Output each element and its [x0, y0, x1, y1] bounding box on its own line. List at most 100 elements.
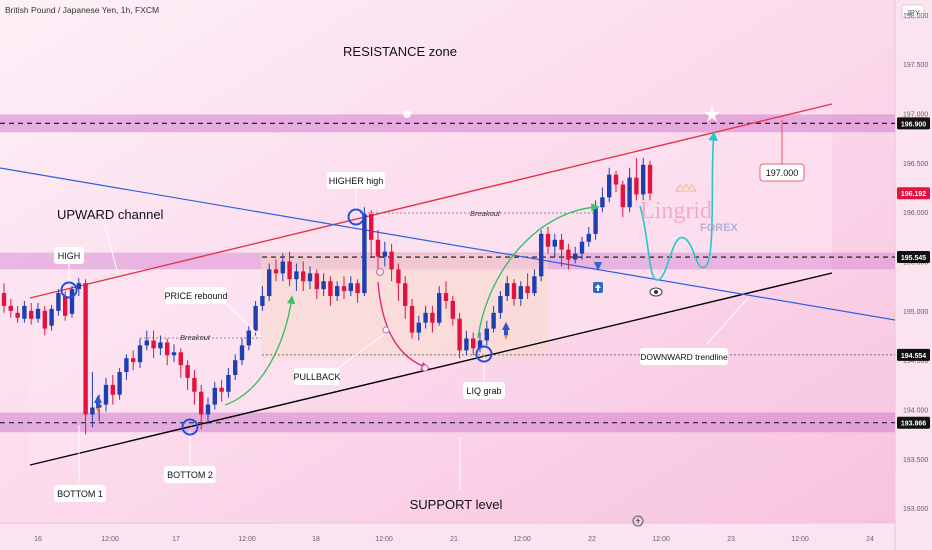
candle-body: [607, 174, 612, 198]
candle-body: [253, 305, 258, 331]
currency-badge[interactable]: JPY: [901, 4, 925, 19]
flower-icon: [403, 110, 411, 118]
price-tag-p196900: [897, 117, 930, 130]
candle-body: [559, 239, 564, 250]
y-tick-label: 197.500: [903, 62, 928, 69]
symbol-title[interactable]: British Pound / Japanese Yen, 1h, FXCM: [5, 5, 159, 15]
label-target-text: 197.000: [766, 168, 799, 178]
candle-body: [239, 345, 245, 361]
higherhigh-circle: [347, 208, 365, 226]
candle-body: [144, 340, 149, 346]
price-tag-text-p194554: 194.554: [901, 353, 926, 360]
label-downward-trendline-text: DOWNWARD trendline: [640, 352, 728, 362]
candle-body: [396, 269, 401, 284]
candle-body: [1, 293, 7, 306]
x-tick-label: 17: [172, 536, 180, 543]
candle-body: [341, 286, 347, 292]
candle-body: [192, 377, 197, 392]
star-icon: [704, 106, 720, 122]
candle-body: [430, 312, 435, 323]
candle-body: [233, 360, 238, 375]
candle-body: [246, 330, 251, 346]
candle-body: [321, 281, 326, 290]
candle-body: [409, 305, 415, 333]
candle-body: [185, 365, 190, 378]
candle-body: [525, 286, 530, 294]
candle-body: [83, 283, 88, 415]
resistance-zone-label: RESISTANCE zone: [343, 44, 457, 59]
x-tick-label: 12:00: [791, 536, 809, 543]
crown-icon: [675, 183, 697, 192]
candle-body: [56, 293, 61, 311]
candle-body: [294, 271, 299, 280]
label-high: HIGH: [54, 247, 84, 264]
price-tag-text-p196192: 196.192: [901, 191, 926, 198]
breakout-label-2: Breakout: [470, 209, 501, 218]
candle-body: [273, 269, 279, 274]
candle-body: [613, 174, 619, 185]
dot-icon-2: [421, 364, 429, 372]
candle-body: [382, 251, 387, 257]
candle-body: [35, 308, 41, 319]
x-tick-label: 18: [312, 536, 320, 543]
candle-body: [593, 207, 598, 234]
x-tick-label: 23: [727, 536, 735, 543]
candle-body: [464, 338, 469, 351]
price-axis-background: [895, 0, 932, 550]
y-tick-label: 194.500: [903, 358, 928, 365]
levels-layer: [0, 122, 895, 424]
candle-body: [573, 253, 578, 260]
dot-icon-1: [376, 268, 384, 276]
rocket-flame-2: [504, 335, 508, 340]
downtrend-pointer: [705, 297, 749, 346]
zone-support: [0, 412, 895, 433]
candle-body: [165, 342, 170, 356]
label-bottom2-text: BOTTOM 2: [167, 470, 213, 480]
candle-body: [518, 286, 523, 299]
candle-body: [124, 358, 129, 373]
candle-body: [634, 177, 639, 195]
candle-body: [131, 358, 136, 363]
rocket-flame-1: [96, 408, 100, 413]
candle-body: [287, 261, 292, 280]
candle-body: [110, 384, 115, 395]
candles-layer: [1, 157, 653, 435]
pullback-arrow: [377, 281, 430, 370]
label-liq-grab: LIQ grab: [463, 382, 505, 399]
candle-body: [416, 322, 421, 333]
time-axis[interactable]: 16 12:00 17 12:00 18 12:00 21 12:00 22 12:00 23 12:…: [34, 536, 874, 543]
label-pullback: PULLBACK: [293, 368, 341, 385]
candle-body: [620, 184, 625, 208]
rocket-icon-1: [94, 395, 102, 408]
pullback-dot-icon: [382, 326, 390, 334]
candle-body: [49, 308, 54, 326]
price-tag-text-p195545: 195.545: [901, 255, 926, 262]
candle-body: [226, 374, 231, 392]
candle-body: [403, 283, 408, 306]
price-tags: 196.900 196.192 195.545 194.554 193.866: [897, 117, 930, 429]
channel-label-pointer: [104, 225, 119, 275]
candle-body: [63, 296, 68, 316]
y-tick-label: 195.000: [903, 309, 928, 316]
y-tick-label: 193.500: [903, 457, 928, 464]
label-pullback-text: PULLBACK: [293, 372, 340, 382]
candle-body: [8, 305, 13, 311]
breakout-label-1: Breakout: [180, 333, 211, 342]
label-price-rebound: PRICE rebound: [164, 287, 228, 304]
time-axis-background: [0, 523, 932, 550]
candle-body: [539, 233, 544, 277]
support-level-label: SUPPORT level: [410, 497, 503, 512]
x-tick-label: 12:00: [101, 536, 119, 543]
label-target: 197.000: [759, 163, 805, 182]
liq-circle: [475, 345, 493, 363]
candle-body: [355, 283, 360, 294]
label-downward-trendline: DOWNWARD trendline: [640, 348, 728, 365]
rocket-icon-2: [502, 322, 510, 335]
candle-body: [117, 372, 122, 395]
label-bottom1-text: BOTTOM 1: [57, 489, 103, 499]
candle-body: [348, 283, 353, 292]
candle-body: [443, 293, 449, 301]
candle-body: [76, 283, 81, 290]
